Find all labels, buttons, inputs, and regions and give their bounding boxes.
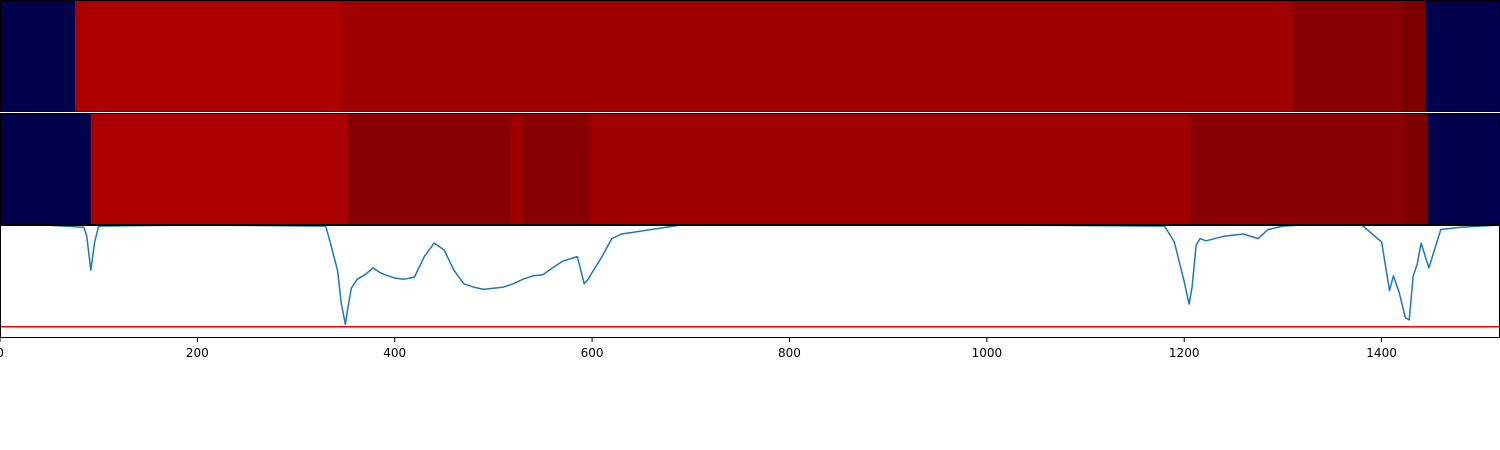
x-tick-label: 1400: [1366, 346, 1397, 360]
track-1-segment-3: [341, 0, 1294, 112]
track-1-segment-6: [1425, 0, 1500, 112]
track-2-segment-9: [1427, 113, 1500, 225]
track-2-segment-6: [590, 113, 1191, 225]
track-2-segment-5: [521, 113, 591, 225]
track-2-segment-3: [347, 113, 512, 225]
track-2-segment-2: [90, 113, 348, 225]
x-tick-label: 200: [186, 346, 209, 360]
x-tick-label: 400: [383, 346, 406, 360]
x-axis: 0 200 400 600 800 1000 1200 1400: [0, 338, 1397, 360]
x-tick-label: 1200: [1169, 346, 1200, 360]
track-2-segment-7: [1190, 113, 1406, 225]
track-1-segment-2: [75, 0, 342, 112]
x-tick-label: 1000: [972, 346, 1003, 360]
x-tick-label: 800: [778, 346, 801, 360]
track-2-segment-8: [1405, 113, 1429, 225]
x-tick-label: 600: [581, 346, 604, 360]
line-layer: [0, 224, 1500, 328]
track-1-segment-5: [1401, 0, 1426, 112]
line-panel: [0, 224, 1500, 338]
heatmap-tracks: [0, 0, 1500, 225]
x-tick-label: 0: [0, 346, 4, 360]
track-1-segment-1: [0, 0, 76, 112]
track-2-segment-4: [511, 113, 522, 225]
series-line: [44, 224, 1500, 326]
track-2-segment-1: [0, 113, 92, 225]
track-1-segment-4: [1292, 0, 1402, 112]
line-panel-background: [0, 225, 1500, 338]
